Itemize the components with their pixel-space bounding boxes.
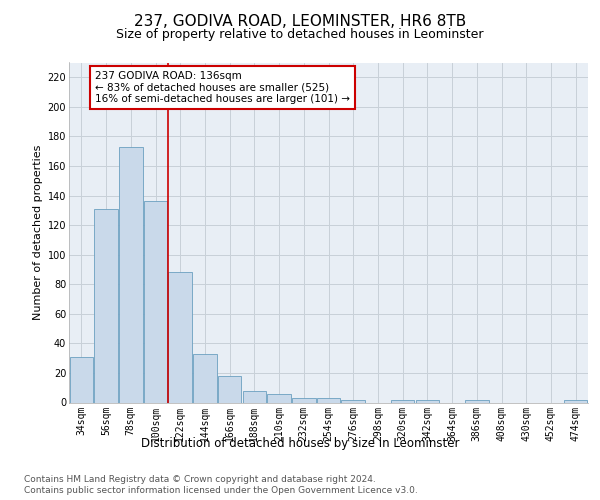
- Y-axis label: Number of detached properties: Number of detached properties: [34, 145, 43, 320]
- Bar: [391, 400, 415, 402]
- Text: 237, GODIVA ROAD, LEOMINSTER, HR6 8TB: 237, GODIVA ROAD, LEOMINSTER, HR6 8TB: [134, 14, 466, 29]
- Bar: [242, 390, 266, 402]
- Text: Distribution of detached houses by size in Leominster: Distribution of detached houses by size …: [141, 438, 459, 450]
- Bar: [218, 376, 241, 402]
- Text: Contains HM Land Registry data © Crown copyright and database right 2024.: Contains HM Land Registry data © Crown c…: [24, 475, 376, 484]
- Bar: [564, 400, 587, 402]
- Bar: [144, 202, 167, 402]
- Text: Contains public sector information licensed under the Open Government Licence v3: Contains public sector information licen…: [24, 486, 418, 495]
- Bar: [94, 209, 118, 402]
- Text: Size of property relative to detached houses in Leominster: Size of property relative to detached ho…: [116, 28, 484, 41]
- Text: 237 GODIVA ROAD: 136sqm
← 83% of detached houses are smaller (525)
16% of semi-d: 237 GODIVA ROAD: 136sqm ← 83% of detache…: [95, 71, 350, 104]
- Bar: [292, 398, 316, 402]
- Bar: [70, 356, 93, 403]
- Bar: [341, 400, 365, 402]
- Bar: [119, 147, 143, 403]
- Bar: [465, 400, 488, 402]
- Bar: [193, 354, 217, 403]
- Bar: [317, 398, 340, 402]
- Bar: [416, 400, 439, 402]
- Bar: [169, 272, 192, 402]
- Bar: [268, 394, 291, 402]
